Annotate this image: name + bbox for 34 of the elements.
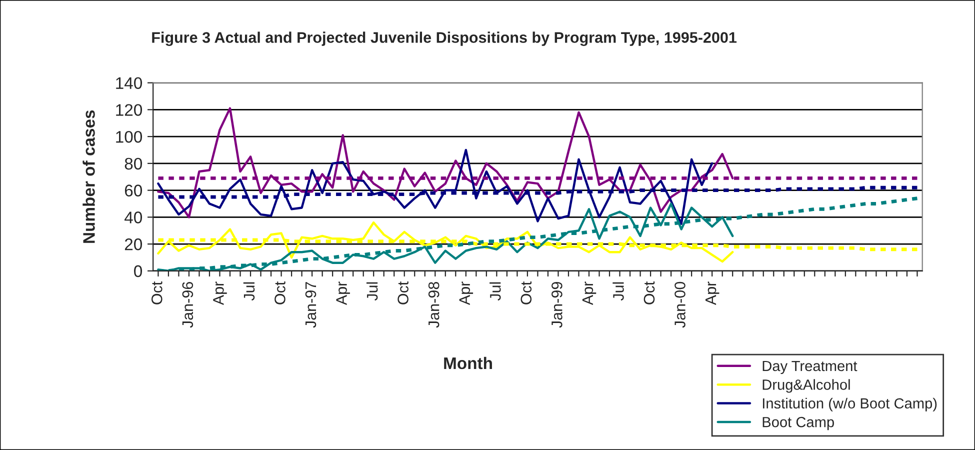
x-tick-label: Jul [243, 282, 255, 301]
x-tick-label: Apr [336, 282, 350, 306]
x-tick-label: Apr [582, 282, 596, 306]
x-tick-label: Apr [213, 282, 227, 306]
y-axis-title: Number of cases [82, 110, 95, 243]
x-tick-label: Apr [706, 282, 720, 306]
x-tick-label: Jan-99 [552, 282, 562, 328]
y-tick-label: 80 [124, 158, 142, 170]
x-tick-label: Apr [459, 282, 474, 306]
x-tick-label: Jan-96 [182, 282, 194, 328]
x-tick-label: Jan-00 [674, 282, 686, 328]
x-tick-label: Oct [151, 281, 162, 304]
x-tick-label: Oct [520, 281, 532, 304]
y-tick-label: 60 [124, 184, 142, 196]
chart-title: Figure 3 Actual and Projected Juvenile Dispositions by Program Type, 1995-2001 [152, 32, 737, 46]
y-tick-label: 140 [116, 77, 142, 90]
x-tick-label: Jul [490, 282, 501, 301]
y-tick-label: 0 [134, 265, 142, 278]
x-tick-label: Oct [274, 281, 286, 304]
x-tick-label: Jul [366, 282, 378, 301]
legend-label: Institution (w/o Boot Camp) [762, 398, 937, 412]
y-tick-label: 100 [116, 130, 142, 143]
x-axis-title: Month [444, 356, 492, 370]
x-tick-label: Oct [398, 281, 408, 304]
x-tick-label: Oct [644, 281, 655, 304]
x-tick-label: Jul [612, 282, 624, 301]
legend-label: Drug&Alcohol [762, 379, 850, 393]
y-tick-label: 20 [124, 238, 142, 250]
x-tick-label: Jan-97 [305, 282, 316, 328]
legend-label: Day Treatment [762, 360, 858, 374]
x-tick-label: Jan-98 [428, 282, 440, 328]
y-tick-label: 40 [124, 212, 142, 224]
y-tick-label: 120 [116, 104, 142, 116]
legend-label: Boot Camp [762, 416, 834, 430]
